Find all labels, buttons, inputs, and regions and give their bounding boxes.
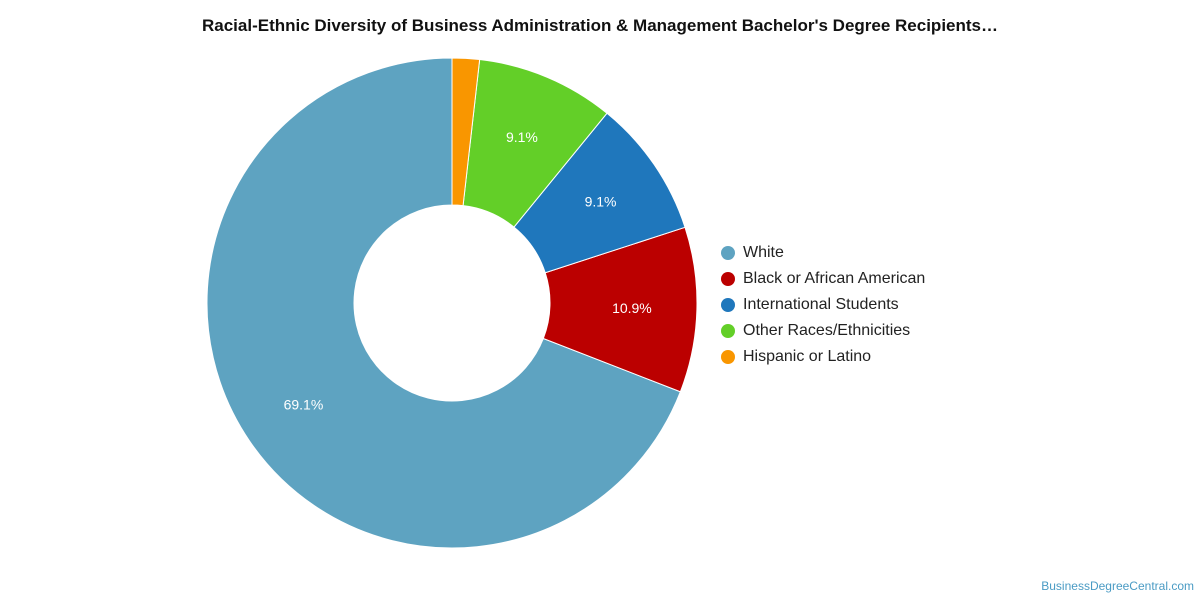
legend-swatch (721, 272, 735, 286)
source-credit[interactable]: BusinessDegreeCentral.com (1041, 579, 1194, 593)
legend-item[interactable]: Other Races/Ethnicities (721, 318, 925, 344)
slice-hispanic-or-latino[interactable] (451, 57, 481, 207)
legend-label: Black or African American (743, 270, 926, 287)
legend-label: International Students (743, 296, 899, 313)
legend-item[interactable]: International Students (721, 292, 925, 318)
chart-title: Racial-Ethnic Diversity of Business Admi… (201, 16, 998, 35)
legend-swatch (721, 298, 735, 312)
slice-label: 9.1% (585, 193, 617, 209)
legend-item[interactable]: Black or African American (721, 266, 925, 292)
slice-label: 69.1% (284, 397, 324, 413)
legend-label: White (743, 244, 784, 261)
legend-label: Hispanic or Latino (743, 348, 872, 365)
legend-item[interactable]: Hispanic or Latino (721, 344, 925, 370)
legend-swatch (721, 246, 735, 260)
donut-labels: 69.1% 10.9% 9.1% 9.1% (284, 129, 652, 413)
slice-white[interactable] (206, 57, 682, 549)
legend-swatch (721, 350, 735, 364)
donut-slices (206, 57, 698, 549)
legend-item[interactable]: White (721, 240, 925, 266)
legend-swatch (721, 324, 735, 338)
slice-label: 9.1% (506, 129, 538, 145)
legend-label: Other Races/Ethnicities (743, 322, 911, 339)
slice-label: 10.9% (612, 300, 652, 316)
chart-legend: White Black or African American Internatio… (721, 240, 925, 370)
